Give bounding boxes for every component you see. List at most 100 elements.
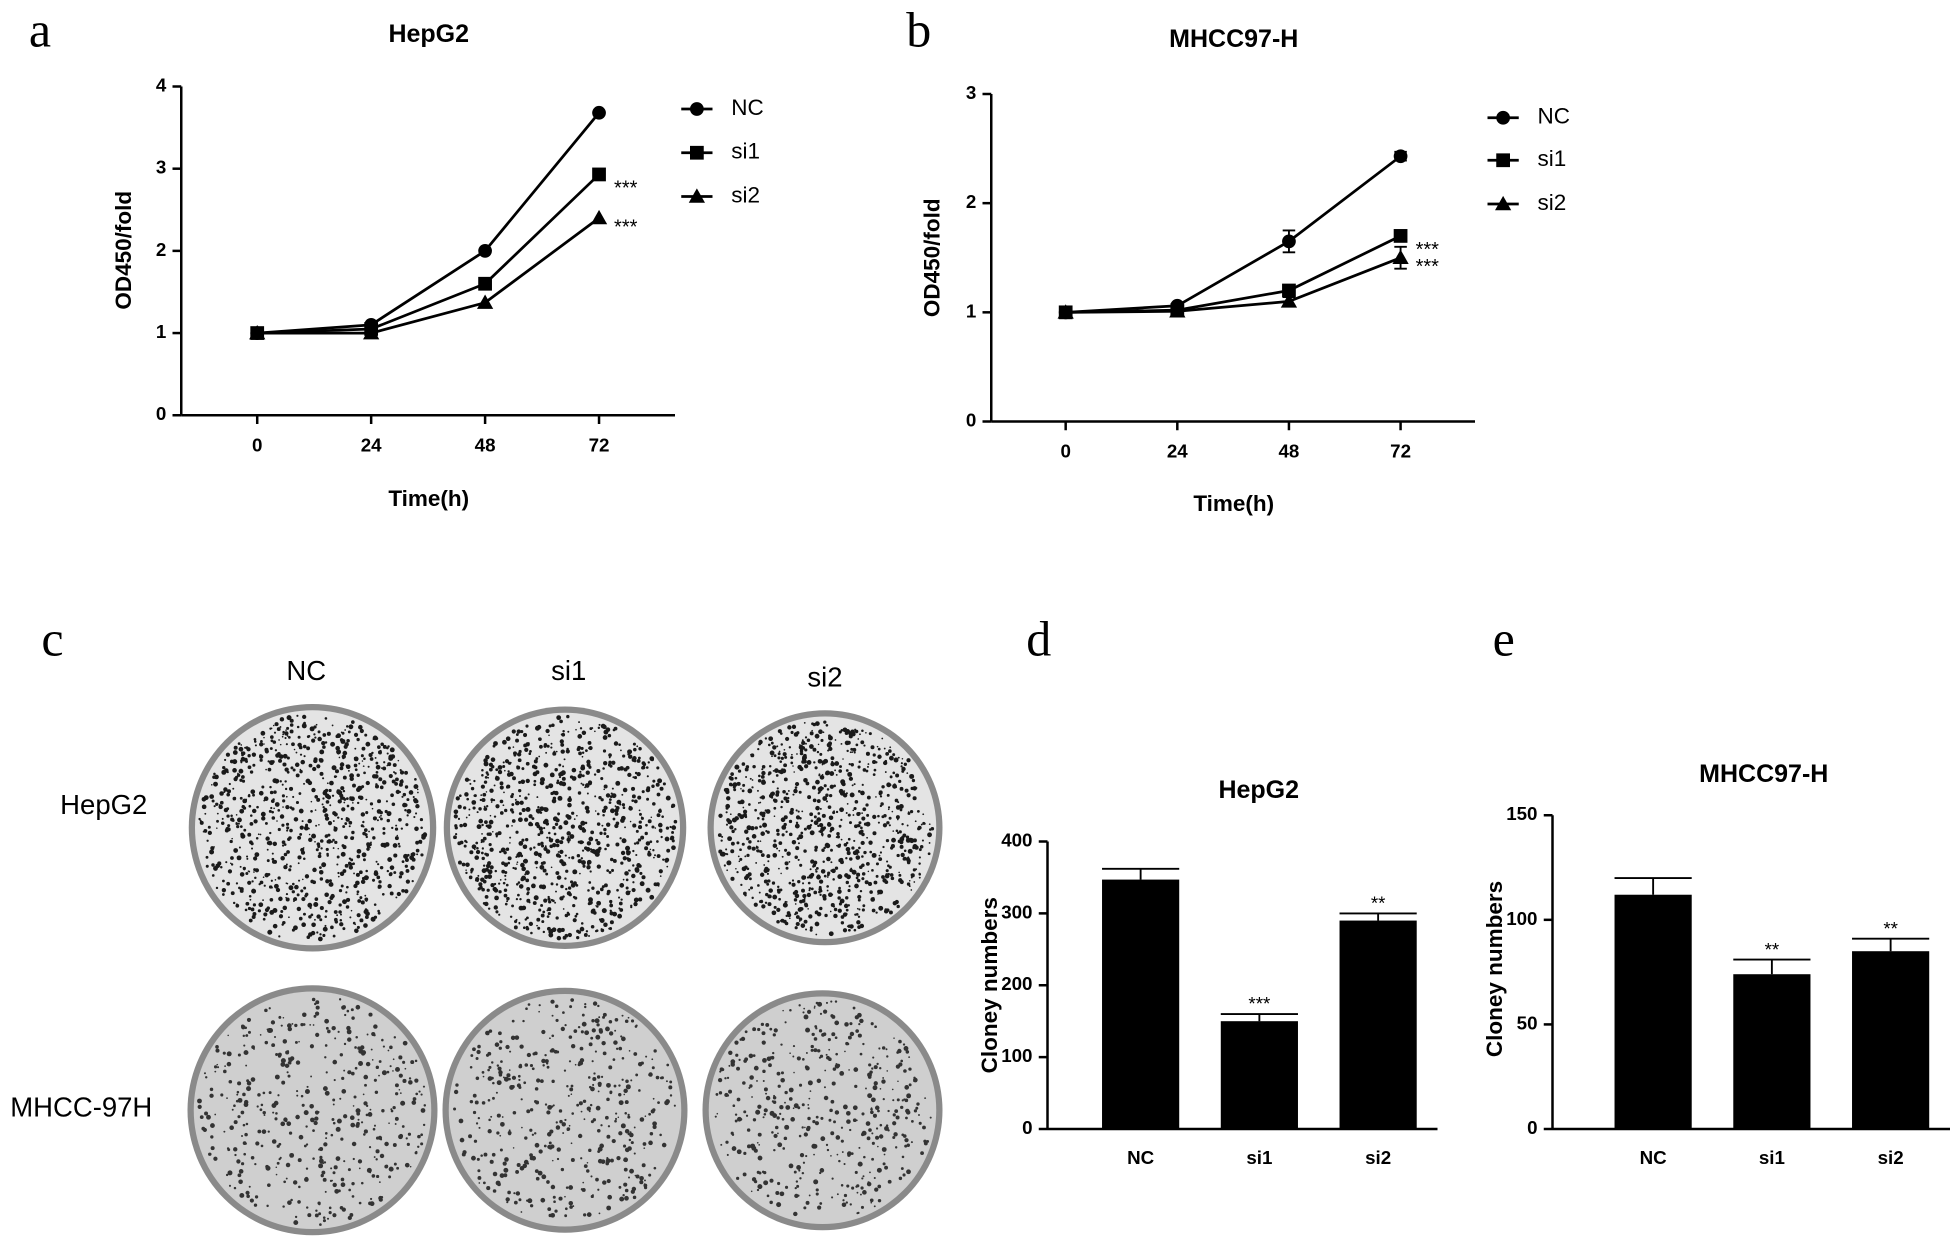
x-tick-label: 0 bbox=[252, 434, 262, 455]
colony bbox=[896, 904, 900, 909]
colony bbox=[824, 842, 830, 848]
colony bbox=[260, 1144, 264, 1148]
colony bbox=[804, 1126, 806, 1129]
colony bbox=[483, 780, 488, 784]
colony bbox=[480, 784, 485, 789]
colony bbox=[814, 1121, 820, 1126]
colony bbox=[527, 1003, 531, 1006]
colony bbox=[547, 895, 550, 899]
colony bbox=[597, 1090, 600, 1093]
colony bbox=[627, 1113, 630, 1117]
colony bbox=[318, 1202, 321, 1206]
colony bbox=[453, 809, 459, 815]
colony bbox=[872, 753, 876, 757]
colony bbox=[341, 844, 345, 848]
colony bbox=[879, 1088, 882, 1090]
colony bbox=[521, 1126, 523, 1129]
colony bbox=[775, 793, 780, 797]
colony bbox=[815, 1115, 819, 1119]
colony bbox=[737, 769, 742, 773]
colony bbox=[488, 1029, 493, 1033]
colony bbox=[620, 818, 625, 823]
colony bbox=[572, 869, 578, 875]
colony bbox=[831, 1177, 834, 1180]
colony bbox=[635, 1024, 638, 1027]
colony bbox=[480, 1154, 483, 1157]
colony bbox=[503, 850, 507, 855]
colony bbox=[671, 839, 675, 843]
colony bbox=[201, 1126, 206, 1131]
colony bbox=[291, 807, 295, 811]
y-tick-label: 4 bbox=[156, 74, 167, 95]
colony bbox=[327, 821, 333, 826]
colony bbox=[570, 998, 575, 1002]
colony bbox=[773, 1133, 778, 1139]
colony bbox=[569, 1087, 574, 1092]
colony bbox=[803, 722, 806, 724]
colony bbox=[347, 730, 351, 734]
colony bbox=[285, 729, 287, 731]
colony bbox=[794, 1186, 797, 1190]
colony bbox=[671, 803, 676, 808]
colony bbox=[742, 1081, 746, 1085]
colony bbox=[271, 816, 276, 820]
colony bbox=[586, 759, 591, 765]
colony bbox=[762, 1079, 765, 1082]
colony bbox=[652, 849, 655, 852]
data-point bbox=[1057, 304, 1074, 319]
colony bbox=[503, 791, 505, 794]
colony bbox=[556, 781, 560, 785]
colony bbox=[545, 751, 548, 754]
colony bbox=[284, 787, 288, 791]
colony bbox=[823, 784, 827, 788]
colony bbox=[918, 873, 922, 876]
colony bbox=[862, 1175, 865, 1178]
colony bbox=[759, 801, 762, 804]
colony bbox=[524, 1136, 528, 1140]
colony bbox=[373, 1156, 376, 1158]
colony bbox=[573, 818, 576, 820]
colony bbox=[338, 910, 342, 914]
colony bbox=[515, 1170, 520, 1174]
colony bbox=[860, 829, 864, 834]
colony bbox=[905, 1050, 910, 1054]
colony bbox=[293, 748, 296, 751]
colony bbox=[572, 904, 576, 908]
colony bbox=[920, 823, 923, 826]
colony bbox=[479, 885, 483, 890]
colony bbox=[575, 728, 577, 731]
colony bbox=[623, 1093, 626, 1096]
colony bbox=[784, 861, 789, 866]
colony bbox=[871, 1132, 874, 1135]
colony bbox=[590, 1086, 595, 1092]
colony bbox=[349, 916, 352, 919]
colony bbox=[625, 845, 631, 851]
colony bbox=[283, 1180, 287, 1184]
colony bbox=[312, 867, 317, 873]
colony bbox=[360, 900, 365, 905]
colony bbox=[301, 1103, 305, 1107]
colony bbox=[481, 773, 484, 777]
colony bbox=[602, 1051, 607, 1056]
colony bbox=[340, 1137, 344, 1141]
colony bbox=[723, 864, 726, 867]
colony bbox=[664, 1100, 670, 1106]
colony bbox=[799, 907, 804, 911]
colony bbox=[335, 1126, 341, 1132]
significance-label: ** bbox=[1371, 893, 1386, 914]
colony bbox=[206, 1114, 211, 1120]
colony bbox=[220, 821, 225, 825]
colony bbox=[288, 1061, 292, 1065]
colony bbox=[461, 1152, 466, 1157]
colony bbox=[784, 900, 787, 903]
colony bbox=[625, 1084, 631, 1090]
colony bbox=[603, 922, 608, 927]
colony bbox=[630, 1019, 635, 1023]
colony bbox=[740, 1036, 746, 1042]
colony bbox=[891, 1088, 894, 1091]
colony bbox=[768, 736, 774, 742]
colony bbox=[731, 817, 737, 823]
colony bbox=[609, 927, 613, 931]
colony bbox=[517, 893, 520, 897]
colony bbox=[422, 832, 428, 837]
